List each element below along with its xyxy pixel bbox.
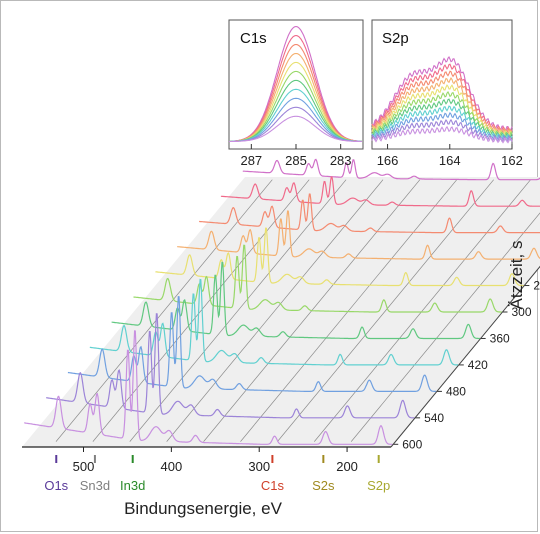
x-tick-label-300: 300 <box>248 459 270 474</box>
peak-label-In3d: In3d <box>120 478 145 493</box>
grid-line-8 <box>350 212 540 442</box>
spectrum-line-60 <box>220 176 540 207</box>
inset-tick-label-164: 164 <box>439 153 461 168</box>
peak-label-Sn3d: Sn3d <box>80 478 110 493</box>
peak-label-C1s: C1s <box>261 478 285 493</box>
depth-tick-label-240: 240 <box>533 279 540 293</box>
spectrum-line-180 <box>177 210 540 260</box>
grid-line-7 <box>314 179 531 442</box>
inset-line-180 <box>371 77 513 135</box>
inset-line-120 <box>371 70 512 134</box>
grid-line-0 <box>55 179 273 442</box>
inset-tick-label-166: 166 <box>377 153 399 168</box>
inset-c1s: 287 285 283 <box>228 19 364 168</box>
x-tick-label-500: 500 <box>73 459 95 474</box>
depth-tick-label-360: 360 <box>490 331 510 345</box>
spectrum-line-120 <box>199 193 540 234</box>
inset-tick-label-285: 285 <box>285 153 307 168</box>
depth-axis-label: Ätzzeit, s <box>507 241 526 310</box>
spectrum-line-240 <box>155 227 524 287</box>
inset-tick-label-287: 287 <box>240 153 262 168</box>
inset-s2p-title: S2p <box>382 30 409 47</box>
inset-line-480 <box>228 97 362 143</box>
inset-line-540 <box>371 118 513 143</box>
spectrum-line-540 <box>46 313 415 419</box>
x-axis-label: Bindungsenergie, eV <box>124 499 283 518</box>
grid-line-3 <box>166 179 384 442</box>
depth-tick-label-600: 600 <box>402 437 422 451</box>
inset-tick-label-162: 162 <box>501 153 523 168</box>
grid-line-6 <box>277 179 494 442</box>
main-3d-plot: 0601201802403003604204805406005004003002… <box>22 158 540 493</box>
depth-tick-label-300: 300 <box>512 305 532 319</box>
spectrum-line-0 <box>242 158 540 181</box>
inset-line-60 <box>371 63 513 133</box>
inset-line-420 <box>371 105 513 140</box>
spectrum-line-600 <box>24 330 393 445</box>
inset-line-600 <box>229 115 362 143</box>
peak-label-S2s: S2s <box>312 478 335 493</box>
peak-label-O1s: O1s <box>44 478 68 493</box>
floor-plane <box>22 177 540 447</box>
depth-tick-label-420: 420 <box>468 358 488 372</box>
x-tick-label-400: 400 <box>161 459 183 474</box>
peak-label-S2p: S2p <box>367 478 390 493</box>
inset-line-0 <box>371 55 513 132</box>
grid-line-1 <box>92 179 310 442</box>
inset-s2p: 166 164 162 <box>371 19 523 168</box>
depth-axis-line <box>390 265 540 448</box>
grid-line-2 <box>129 179 347 442</box>
inset-c1s-title: C1s <box>240 30 267 47</box>
grid-line-5 <box>240 179 458 442</box>
depth-tick-label-540: 540 <box>424 411 444 425</box>
x-tick-label-200: 200 <box>336 459 358 474</box>
inset-tick-label-283: 283 <box>330 153 352 168</box>
inset-line-480 <box>371 111 513 142</box>
depth-tick-label-480: 480 <box>446 384 466 398</box>
inset-line-600 <box>371 125 513 144</box>
